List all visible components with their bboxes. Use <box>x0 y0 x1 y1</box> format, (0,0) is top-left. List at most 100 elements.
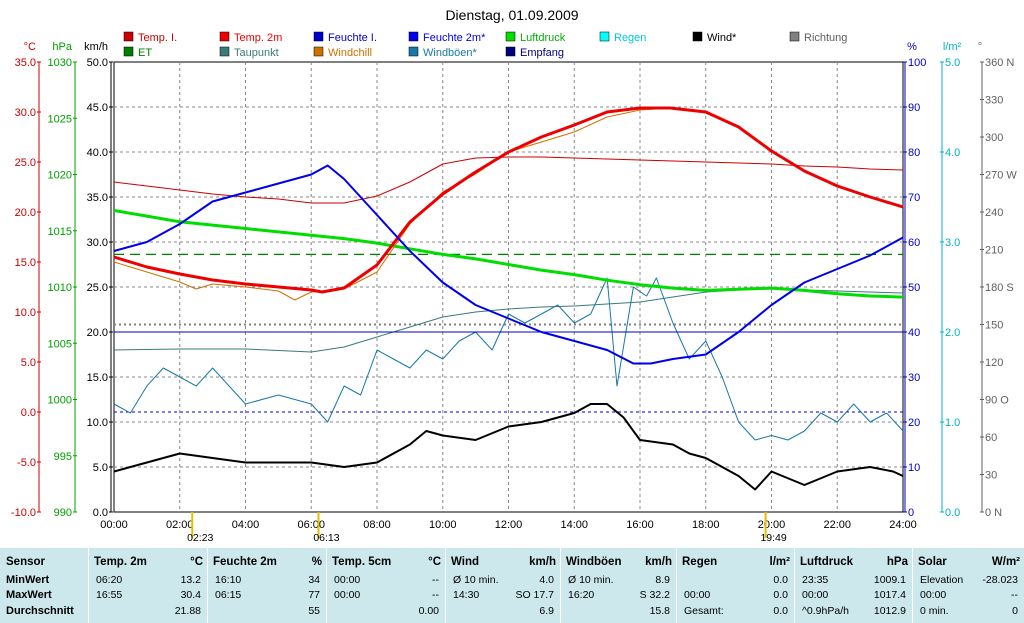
stats-header: Luftdruck <box>800 556 854 568</box>
tick-label-lm2: 3.0 <box>945 237 960 249</box>
stats-cell-value: 13.2 <box>180 574 201 586</box>
stats-cell-time: 16:55 <box>96 589 123 601</box>
tick-label-lm2: 4.0 <box>945 147 960 159</box>
x-tick-label: 16:00 <box>626 519 654 531</box>
x-tick-label: 02:00 <box>166 519 194 531</box>
tick-label-percent: 70 <box>908 192 920 204</box>
tick-label-percent: 10 <box>908 462 920 474</box>
stats-cell-value: 34 <box>308 574 320 586</box>
x-tick-label: 08:00 <box>363 519 391 531</box>
stats-cell-value: 1017.4 <box>873 589 906 601</box>
sun-marker-label: 06:13 <box>313 532 339 544</box>
legend-swatch <box>692 31 703 42</box>
legend-label: Feuchte 2m* <box>423 32 486 44</box>
tick-label-kmh: 25.0 <box>87 282 108 294</box>
x-tick-label: 04:00 <box>232 519 260 531</box>
stats-cell-time: 00:00 <box>802 589 829 601</box>
tick-label-direction: 300 <box>985 132 1003 144</box>
tick-label-percent: 90 <box>908 102 920 114</box>
stats-cell-time: 16:20 <box>568 589 595 601</box>
tick-label-hpa: 1005 <box>48 338 72 350</box>
tick-label-direction: 240 <box>985 207 1003 219</box>
axis-unit-lm2: l/m² <box>943 41 962 53</box>
tick-label-percent: 0 <box>908 507 914 519</box>
legend-swatch <box>408 31 419 42</box>
stats-cell-time: Ø 10 min. <box>568 574 614 586</box>
tick-label-percent: 50 <box>908 282 920 294</box>
series-windb-en <box>113 277 904 441</box>
tick-label-hpa: 1020 <box>48 170 72 182</box>
legend-label: Wind* <box>707 32 737 44</box>
tick-label-direction: 360 N <box>985 57 1014 69</box>
legend-swatch <box>219 46 230 57</box>
stats-cell-value: 77 <box>308 589 320 601</box>
legend-label: Feuchte I. <box>328 32 377 44</box>
tick-label-hpa: 1010 <box>48 282 72 294</box>
x-axis: 00:00 02:00 04:00 06:00 08:00 10:00 12:00 14:00… <box>100 512 917 544</box>
tick-label-kmh: 35.0 <box>87 192 108 204</box>
legend-label: Richtung <box>804 32 847 44</box>
tick-label-direction: 120 <box>985 357 1003 369</box>
stats-cell-time: Gesamt: <box>684 605 724 617</box>
tick-label-celsius: 25.0 <box>15 157 36 169</box>
series-wind <box>113 403 904 491</box>
series-temp-i <box>113 156 904 204</box>
left-axes: °C 35.0 30.0 25.0 20.0 15.0 10.0 5.0 0.0 -5.0 -10.… <box>11 41 113 519</box>
stats-column: Regen l/m² 0.0 00:00 0.0 Gesamt: 0.0 <box>676 548 795 623</box>
x-tick-label: 24:00 <box>889 519 917 531</box>
legend-swatch <box>408 46 419 57</box>
legend-label: Windchill <box>328 47 372 59</box>
stats-header: Wind <box>451 556 479 568</box>
stats-row-label: MaxWert <box>6 589 52 601</box>
legend-label: Luftdruck <box>520 32 566 44</box>
tick-label-percent: 40 <box>908 327 920 339</box>
stats-cell-value: 4.0 <box>539 574 554 586</box>
x-tick-label: 06:00 <box>297 519 325 531</box>
tick-label-direction: 180 S <box>985 282 1014 294</box>
stats-cell-time: 06:20 <box>96 574 123 586</box>
axis-unit-hpa: hPa <box>52 41 72 53</box>
legend-label: ET <box>138 47 152 59</box>
stats-unit: km/h <box>529 556 556 568</box>
tick-label-kmh: 40.0 <box>87 147 108 159</box>
stats-header: Sensor <box>6 556 45 568</box>
x-tick-label: 22:00 <box>823 519 851 531</box>
stats-cell-value: 0.0 <box>773 574 788 586</box>
stats-header: Temp. 2m <box>94 556 147 568</box>
tick-label-hpa: 1030 <box>48 57 72 69</box>
stats-cell-time: Elevation <box>920 574 964 586</box>
legend-swatch <box>123 46 134 57</box>
stats-cell-value: 1009.1 <box>873 574 906 586</box>
legend: Temp. I. Temp. 2m Feuchte I. Feuchte 2m* Luf… <box>123 31 847 59</box>
stats-cell-time: 16:10 <box>215 574 242 586</box>
legend-swatch <box>219 31 230 42</box>
stats-cell-value: 21.88 <box>174 605 201 617</box>
tick-label-direction: 90 O <box>985 395 1009 407</box>
stats-column: Sensor MinWert MaxWert Durchschnitt <box>0 548 89 623</box>
stats-cell-time: 00:00 <box>334 589 361 601</box>
sun-marker-label: 02:23 <box>187 532 213 544</box>
stats-cell-value: SO 17.7 <box>515 589 554 601</box>
legend-label: Windböen* <box>423 47 478 59</box>
stats-unit: km/h <box>645 556 672 568</box>
stats-unit: °C <box>190 556 203 568</box>
stats-column: Temp. 2m °C 06:20 13.2 16:55 30.4 21.88 <box>88 548 208 623</box>
legend-swatch <box>313 31 324 42</box>
tick-label-hpa: 990 <box>54 507 72 519</box>
stats-header: Temp. 5cm <box>332 556 392 568</box>
x-tick-label: 12:00 <box>495 519 523 531</box>
stats-cell-value: -- <box>432 574 439 586</box>
tick-label-direction: 60 <box>985 432 997 444</box>
stats-cell-value: 1012.9 <box>873 605 906 617</box>
tick-label-celsius: 20.0 <box>15 207 36 219</box>
stats-column: Luftdruck hPa 23:35 1009.1 00:00 1017.4 ^0.9hP… <box>794 548 913 623</box>
tick-label-celsius: 15.0 <box>15 257 36 269</box>
tick-label-kmh: 50.0 <box>87 57 108 69</box>
stats-header: Regen <box>682 556 718 568</box>
statistics-table: Sensor MinWert MaxWert Durchschnitt Temp. 2m… <box>0 548 1024 623</box>
legend-label: Taupunkt <box>234 47 279 59</box>
stats-cell-value: 0.0 <box>773 605 788 617</box>
tick-label-lm2: 1.0 <box>945 417 960 429</box>
tick-label-kmh: 5.0 <box>93 462 108 474</box>
right-axes: %1009080706050403020100l/m²5.04.03.02.01… <box>903 41 1017 519</box>
